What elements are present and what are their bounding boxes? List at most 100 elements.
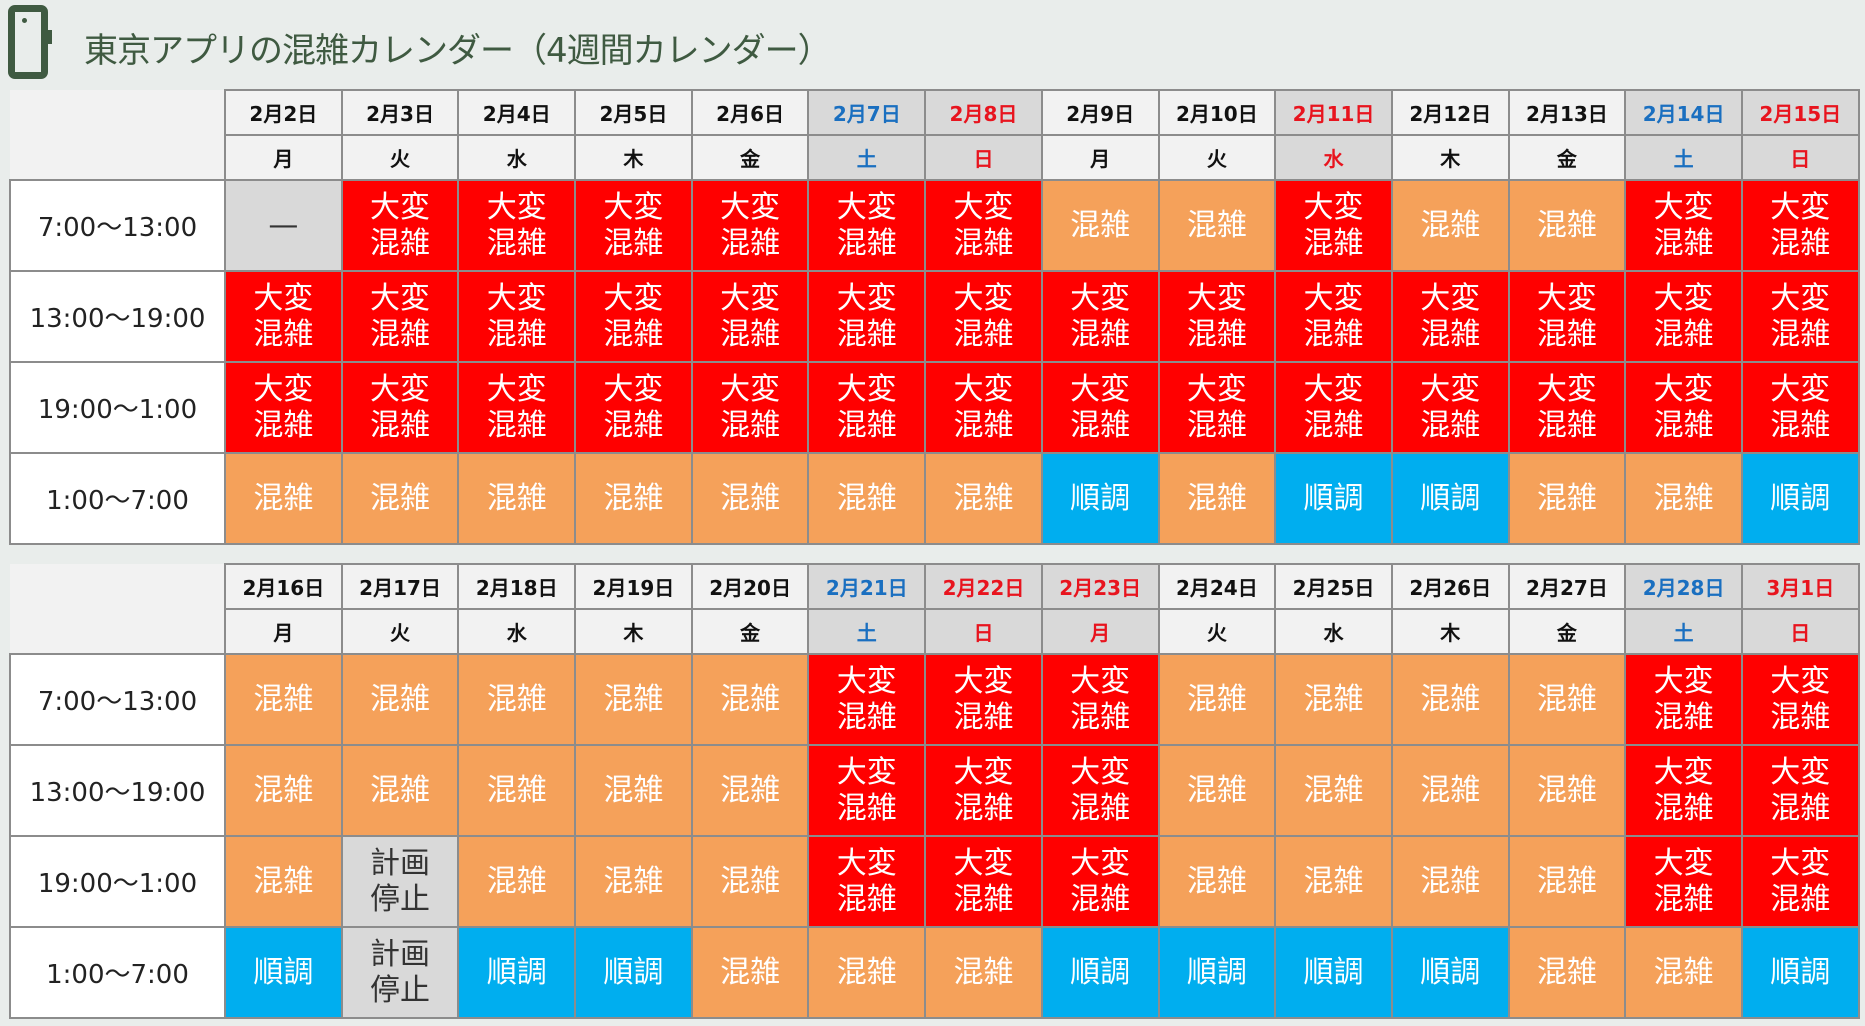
congestion-status: 混雑: [836, 480, 897, 516]
congestion-status: 大変 混雑: [836, 663, 897, 735]
congestion-status: 大変 混雑: [253, 280, 314, 352]
congestion-status: 大変 混雑: [1303, 280, 1364, 352]
congestion-status: 大変 混雑: [1186, 371, 1247, 443]
congestion-cell: 大変 混雑: [924, 744, 1043, 837]
congestion-cell: 混雑: [1507, 926, 1627, 1019]
weekday-header: 火: [1157, 608, 1277, 655]
congestion-status: 大変 混雑: [1070, 280, 1131, 352]
congestion-status: 混雑: [720, 681, 781, 717]
congestion-status: 混雑: [1420, 772, 1481, 808]
weekday-header: 火: [340, 608, 460, 655]
time-slot-label: 19:00〜1:00: [9, 361, 226, 454]
congestion-status: 順調: [1770, 480, 1831, 516]
congestion-cell: 混雑: [1624, 926, 1743, 1019]
congestion-cell: 混雑: [1624, 452, 1743, 545]
congestion-status: 混雑: [1536, 954, 1597, 990]
weekday-header: 金: [690, 608, 810, 655]
date-header: 2月6日: [690, 89, 810, 136]
congestion-status: 混雑: [1303, 772, 1364, 808]
congestion-cell: 大変 混雑: [1157, 270, 1277, 363]
congestion-status: 大変 混雑: [953, 189, 1014, 261]
congestion-cell: 大変 混雑: [1740, 653, 1860, 746]
congestion-status: 混雑: [1536, 480, 1597, 516]
weekday-header: 水: [1274, 608, 1393, 655]
congestion-cell: 順調: [1740, 926, 1860, 1019]
smartphone-icon: [8, 5, 52, 79]
weekday-header: 木: [574, 608, 693, 655]
congestion-status: 混雑: [253, 480, 314, 516]
congestion-cell: 混雑: [224, 835, 343, 928]
congestion-status: 順調: [1303, 480, 1364, 516]
congestion-status: 大変 混雑: [1303, 189, 1364, 261]
congestion-cell: 順調: [1157, 926, 1277, 1019]
weekday-header: 土: [807, 134, 927, 181]
date-header: 2月5日: [574, 89, 693, 136]
congestion-cell: 大変 混雑: [1157, 361, 1277, 454]
congestion-status: 混雑: [720, 863, 781, 899]
congestion-cell: 大変 混雑: [1390, 270, 1510, 363]
congestion-cell: 大変 混雑: [1040, 361, 1160, 454]
congestion-cell: 大変 混雑: [690, 361, 810, 454]
congestion-cell: 大変 混雑: [924, 270, 1043, 363]
congestion-cell: 大変 混雑: [1624, 270, 1743, 363]
congestion-cell: 混雑: [1390, 653, 1510, 746]
congestion-cell: 順調: [574, 926, 693, 1019]
congestion-status: 大変 混雑: [953, 754, 1014, 826]
congestion-status: 計画 停止: [370, 936, 431, 1008]
congestion-status: 順調: [603, 954, 664, 990]
time-slot-label: 19:00〜1:00: [9, 835, 226, 928]
congestion-status: 大変 混雑: [1770, 845, 1831, 917]
congestion-status: 混雑: [603, 863, 664, 899]
time-slot-row: 19:00〜1:00 大変 混雑 大変 混雑 大変 混雑 大変 混雑 大変 混雑 大変 混雑…: [9, 361, 1860, 454]
congestion-cell: 混雑: [340, 744, 460, 837]
congestion-status: 大変 混雑: [370, 189, 431, 261]
congestion-cell: 混雑: [1390, 179, 1510, 272]
congestion-cell: 順調: [1040, 452, 1160, 545]
congestion-cell: 大変 混雑: [1040, 653, 1160, 746]
weekday-header: 土: [1624, 608, 1743, 655]
congestion-cell: 混雑: [457, 653, 577, 746]
congestion-cell: 大変 混雑: [457, 179, 577, 272]
congestion-status: —: [268, 207, 299, 243]
congestion-status: 大変 混雑: [1653, 371, 1714, 443]
weekday-header: 日: [1740, 134, 1860, 181]
congestion-status: 混雑: [253, 772, 314, 808]
congestion-cell: 大変 混雑: [457, 270, 577, 363]
congestion-cell: 混雑: [224, 653, 343, 746]
congestion-cell: 大変 混雑: [807, 179, 927, 272]
congestion-cell: 混雑: [924, 452, 1043, 545]
congestion-cell: 順調: [1740, 452, 1860, 545]
congestion-status: 混雑: [1186, 207, 1247, 243]
weekday-header: 水: [457, 134, 577, 181]
congestion-cell: 混雑: [1040, 179, 1160, 272]
congestion-cell: 順調: [224, 926, 343, 1019]
congestion-status: 大変 混雑: [1070, 371, 1131, 443]
date-header: 2月9日: [1040, 89, 1160, 136]
congestion-cell: 混雑: [807, 452, 927, 545]
weekday-header: 月: [224, 134, 343, 181]
congestion-status: 順調: [1186, 954, 1247, 990]
week-table: 2月16日 2月17日 2月18日 2月19日 2月20日 2月21日 2月22日 2月23日…: [9, 563, 1860, 1019]
congestion-cell: 大変 混雑: [924, 653, 1043, 746]
weekday-header: 月: [1040, 608, 1160, 655]
weekday-header: 火: [340, 134, 460, 181]
congestion-status: 大変 混雑: [1653, 754, 1714, 826]
congestion-status: 大変 混雑: [1420, 371, 1481, 443]
congestion-cell: 混雑: [224, 452, 343, 545]
congestion-status: 混雑: [486, 772, 547, 808]
week-table: 2月2日 2月3日 2月4日 2月5日 2月6日 2月7日 2月8日 2月9日 2月10日 2月1…: [9, 89, 1860, 545]
congestion-cell: 大変 混雑: [1740, 270, 1860, 363]
congestion-cell: 混雑: [457, 835, 577, 928]
congestion-cell: 混雑: [457, 452, 577, 545]
congestion-cell: 大変 混雑: [924, 179, 1043, 272]
congestion-status: 混雑: [1536, 681, 1597, 717]
date-header: 2月22日: [924, 563, 1043, 610]
congestion-status: 混雑: [1186, 772, 1247, 808]
congestion-status: 大変 混雑: [1536, 371, 1597, 443]
congestion-cell: 混雑: [457, 744, 577, 837]
congestion-status: 大変 混雑: [836, 845, 897, 917]
congestion-status: 大変 混雑: [953, 663, 1014, 735]
congestion-cell: 大変 混雑: [807, 270, 927, 363]
congestion-cell: 大変 混雑: [1740, 361, 1860, 454]
congestion-status: 大変 混雑: [253, 371, 314, 443]
